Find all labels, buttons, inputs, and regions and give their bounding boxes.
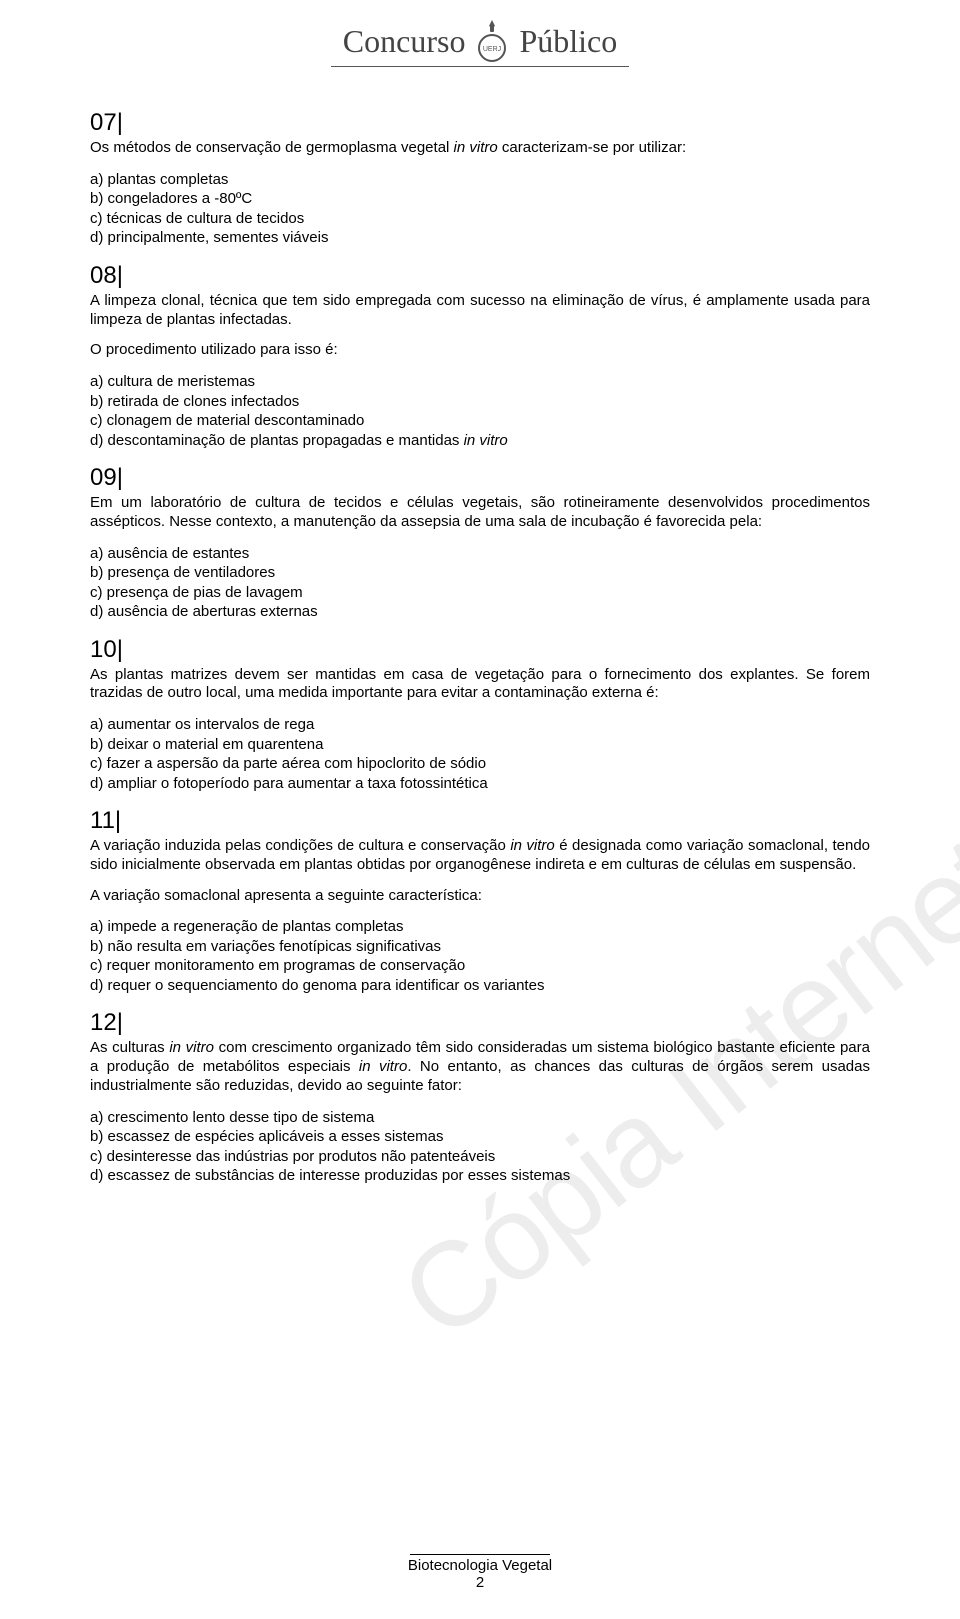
footer-title: Biotecnologia Vegetal	[0, 1557, 960, 1574]
option-item: c) presença de pias de lavagem	[90, 583, 870, 603]
question-options: a) plantas completasb) congeladores a -8…	[90, 170, 870, 248]
header-title: Concurso UERJ Público	[331, 18, 629, 67]
option-item: a) ausência de estantes	[90, 544, 870, 564]
option-item: d) ampliar o fotoperíodo para aumentar a…	[90, 774, 870, 794]
question-block: 11|A variação induzida pelas condições d…	[90, 807, 870, 995]
option-item: b) presença de ventiladores	[90, 563, 870, 583]
question-text: Os métodos de conservação de germoplasma…	[90, 139, 870, 158]
question-number: 10|	[90, 636, 870, 664]
question-block: 10|As plantas matrizes devem ser mantida…	[90, 636, 870, 794]
option-item: b) retirada de clones infectados	[90, 392, 870, 412]
option-item: d) escassez de substâncias de interesse …	[90, 1166, 870, 1186]
option-item: a) plantas completas	[90, 170, 870, 190]
option-item: b) deixar o material em quarentena	[90, 735, 870, 755]
question-text: A variação induzida pelas condições de c…	[90, 837, 870, 875]
question-options: a) aumentar os intervalos de regab) deix…	[90, 715, 870, 793]
header-right: Público	[519, 23, 617, 60]
question-block: 08|A limpeza clonal, técnica que tem sid…	[90, 262, 870, 450]
option-item: a) impede a regeneração de plantas compl…	[90, 917, 870, 937]
question-options: a) crescimento lento desse tipo de siste…	[90, 1108, 870, 1186]
option-item: c) clonagem de material descontaminado	[90, 411, 870, 431]
option-item: a) cultura de meristemas	[90, 372, 870, 392]
option-item: b) congeladores a -80ºC	[90, 189, 870, 209]
option-item: b) escassez de espécies aplicáveis a ess…	[90, 1127, 870, 1147]
option-item: c) desinteresse das indústrias por produ…	[90, 1147, 870, 1167]
footer-page-number: 2	[0, 1574, 960, 1591]
option-item: d) requer o sequenciamento do genoma par…	[90, 976, 870, 996]
svg-text:UERJ: UERJ	[483, 46, 501, 53]
option-item: d) principalmente, sementes viáveis	[90, 228, 870, 248]
option-item: d) descontaminação de plantas propagadas…	[90, 431, 870, 451]
question-block: 12|As culturas in vitro com crescimento …	[90, 1009, 870, 1185]
option-item: a) crescimento lento desse tipo de siste…	[90, 1108, 870, 1128]
option-item: c) técnicas de cultura de tecidos	[90, 209, 870, 229]
question-subtext: A variação somaclonal apresenta a seguin…	[90, 887, 870, 906]
question-subtext: O procedimento utilizado para isso é:	[90, 341, 870, 360]
option-item: c) fazer a aspersão da parte aérea com h…	[90, 754, 870, 774]
option-item: c) requer monitoramento em programas de …	[90, 956, 870, 976]
question-number: 12|	[90, 1009, 870, 1037]
document-header: Concurso UERJ Público	[90, 18, 870, 67]
option-item: a) aumentar os intervalos de rega	[90, 715, 870, 735]
question-text: As plantas matrizes devem ser mantidas e…	[90, 666, 870, 704]
questions-container: 07| Os métodos de conservação de germopla…	[90, 109, 870, 1186]
footer-rule	[410, 1554, 550, 1555]
question-options: a) cultura de meristemasb) retirada de c…	[90, 372, 870, 450]
question-block: 07| Os métodos de conservação de germopla…	[90, 109, 870, 248]
question-number: 09|	[90, 464, 870, 492]
option-item: b) não resulta em variações fenotípicas …	[90, 937, 870, 957]
question-text: A limpeza clonal, técnica que tem sido e…	[90, 292, 870, 330]
header-left: Concurso	[343, 23, 466, 60]
question-block: 09|Em um laboratório de cultura de tecid…	[90, 464, 870, 622]
option-item: d) ausência de aberturas externas	[90, 602, 870, 622]
page-container: Concurso UERJ Público 07| Os métodos de c…	[0, 0, 960, 1240]
uerj-logo-icon: UERJ	[471, 18, 513, 64]
question-number: 11|	[90, 807, 870, 835]
question-options: a) impede a regeneração de plantas compl…	[90, 917, 870, 995]
question-number: 08|	[90, 262, 870, 290]
question-options: a) ausência de estantesb) presença de ve…	[90, 544, 870, 622]
page-footer: Biotecnologia Vegetal 2	[0, 1554, 960, 1591]
question-number: 07|	[90, 109, 870, 137]
question-text: Em um laboratório de cultura de tecidos …	[90, 494, 870, 532]
question-text: As culturas in vitro com crescimento org…	[90, 1039, 870, 1095]
